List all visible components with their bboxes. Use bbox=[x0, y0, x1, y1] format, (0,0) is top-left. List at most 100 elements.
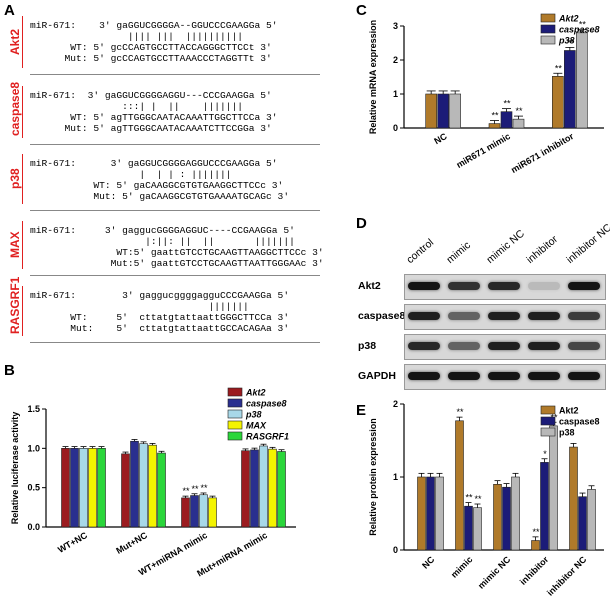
bar bbox=[437, 93, 449, 129]
legend-swatch bbox=[540, 416, 556, 426]
legend-label: Akt2 bbox=[245, 388, 266, 398]
gene-label-max: MAX bbox=[8, 231, 22, 259]
legend-label: MAX bbox=[246, 421, 267, 431]
legend-swatch bbox=[227, 398, 243, 408]
blot-band bbox=[488, 282, 520, 290]
bar bbox=[531, 540, 540, 551]
bar bbox=[449, 93, 461, 129]
blot-band bbox=[568, 282, 600, 290]
x-tick-label: inhibitor bbox=[518, 554, 551, 587]
alignment-block-max bbox=[30, 217, 320, 276]
bar bbox=[512, 118, 525, 129]
legend-label: p38 bbox=[245, 410, 262, 420]
x-tick-label: miR671 mimic bbox=[455, 131, 512, 170]
gene-marker-line bbox=[22, 16, 23, 68]
gene-marker-line bbox=[22, 221, 23, 269]
blot-row-label: Akt2 bbox=[358, 280, 381, 292]
sequence-row: ||||||| bbox=[30, 301, 249, 312]
blot-band bbox=[488, 372, 520, 380]
significance-mark: ** bbox=[182, 486, 190, 496]
significance-mark: * bbox=[543, 449, 547, 459]
legend-label: p38 bbox=[558, 36, 575, 46]
y-tick-label: 1 bbox=[393, 472, 398, 482]
significance-mark: ** bbox=[503, 99, 511, 109]
sequence-row: WT: 5' gaCAAGGCGTGTGAAGGCTTCCc 3' bbox=[30, 180, 284, 191]
blot-band bbox=[488, 312, 520, 320]
significance-mark: ** bbox=[532, 527, 540, 537]
sequence-row: Mut: 5' gcCCAGTGCCTTAAACCCTAGGTTt 3' bbox=[30, 53, 272, 64]
bar bbox=[578, 496, 587, 551]
x-tick-label: NC bbox=[420, 554, 437, 571]
significance-mark: ** bbox=[555, 63, 563, 73]
legend-label: Akt2 bbox=[559, 406, 579, 416]
sequence-row: | | | : ||||||| bbox=[30, 169, 232, 180]
sequence-row: |||| ||| |||||||||| bbox=[30, 31, 244, 42]
legend-label: caspase8 bbox=[559, 25, 600, 35]
legend-swatch bbox=[227, 431, 243, 441]
legend-label: caspase8 bbox=[559, 417, 600, 427]
blot-band bbox=[568, 312, 600, 320]
gene-label-p38: p38 bbox=[8, 168, 22, 190]
bar bbox=[569, 446, 578, 551]
significance-mark: ** bbox=[579, 20, 587, 30]
bar bbox=[502, 486, 511, 551]
y-tick-label: 2 bbox=[393, 55, 398, 65]
bar bbox=[97, 448, 106, 528]
bar bbox=[208, 497, 217, 528]
y-tick-label: 0 bbox=[393, 545, 398, 555]
gene-label-akt2: Akt2 bbox=[8, 29, 22, 56]
sequence-row: |:||: || || ||||||| bbox=[30, 236, 295, 247]
blot-band bbox=[448, 342, 480, 350]
blot-band bbox=[448, 312, 480, 320]
panel-label-d: D bbox=[356, 215, 367, 232]
x-tick-label: mimic bbox=[449, 554, 474, 579]
alignment-block-rasgrf1 bbox=[30, 282, 320, 343]
bar bbox=[552, 76, 564, 129]
bar bbox=[148, 444, 157, 528]
bar bbox=[564, 50, 576, 129]
bar bbox=[587, 489, 596, 551]
y-tick-label: 1 bbox=[393, 89, 398, 99]
y-axis-label: Relative protein expression bbox=[368, 418, 378, 536]
bar bbox=[417, 476, 426, 551]
blot-band bbox=[568, 342, 600, 350]
blot-band bbox=[528, 282, 560, 290]
panel-d-blot: control mimic mimic NC inhibitor inhibitor N… bbox=[356, 218, 610, 393]
bar bbox=[88, 448, 97, 528]
sequence-row: Mut:5' gaattGTCCTGCAAGTTAATTGGGAAc 3' bbox=[30, 258, 324, 269]
blot-band bbox=[408, 372, 440, 380]
y-tick-label: 0.5 bbox=[27, 483, 40, 493]
panel-label-b: B bbox=[4, 362, 15, 379]
y-tick-label: 1.5 bbox=[27, 404, 40, 414]
bar bbox=[250, 449, 259, 528]
sequence-row: WT:5' gaattGTCCTGCAAGTTAAGGCTTCCc 3' bbox=[30, 247, 324, 258]
x-tick-label: Mut+NC bbox=[114, 530, 149, 556]
y-tick-label: 0.0 bbox=[27, 522, 40, 532]
bar bbox=[70, 448, 79, 528]
bar bbox=[139, 443, 148, 528]
bar bbox=[464, 505, 473, 551]
significance-mark: ** bbox=[200, 483, 208, 493]
bar bbox=[511, 476, 520, 551]
bar bbox=[576, 32, 588, 129]
y-tick-label: 2 bbox=[393, 400, 398, 409]
significance-mark: ** bbox=[191, 484, 199, 494]
sequence-row: miR-671: 3' gaGGUCGGGGA--GGUCCCGAAGGa 5' bbox=[30, 20, 278, 31]
panel-e-chart: 0 1 2 Relative protein expression NC mimic mim… bbox=[368, 400, 604, 598]
y-axis-label: Relative luciferase activity bbox=[10, 412, 20, 525]
x-tick-label: miR671 inhibitor bbox=[509, 131, 575, 175]
sequence-row: WT: 5' gcCCAGTGCCTTACCAGGGCTTCCt 3' bbox=[30, 42, 272, 53]
sequence-row: Mut: 5' agTTGGGCAATACAAATCTTCCGGa 3' bbox=[30, 123, 272, 134]
significance-mark: ** bbox=[456, 407, 464, 417]
x-tick-label: WT+NC bbox=[56, 530, 89, 555]
blot-band bbox=[528, 342, 560, 350]
significance-mark: ** bbox=[465, 493, 473, 503]
x-tick-label: inhibitor NC bbox=[545, 554, 589, 598]
gene-label-rasgrf1: RASGRF1 bbox=[8, 276, 22, 334]
legend-label: caspase8 bbox=[246, 399, 287, 409]
significance-mark: ** bbox=[567, 37, 575, 47]
x-tick-label: mimic NC bbox=[476, 554, 513, 591]
bar bbox=[493, 484, 502, 551]
bar bbox=[61, 448, 70, 528]
bar bbox=[500, 111, 513, 129]
